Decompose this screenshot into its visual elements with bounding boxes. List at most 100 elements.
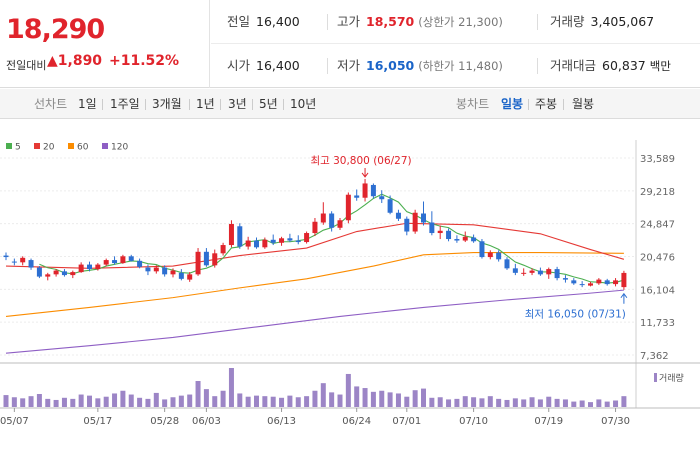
volume-bar [421, 388, 426, 407]
volume-bar [412, 390, 418, 407]
volume-bar [496, 398, 502, 407]
candle-body [370, 184, 376, 197]
candle-body [537, 270, 543, 275]
period-3y[interactable]: 3년 [228, 97, 247, 111]
candle-body [254, 240, 259, 248]
volume-bar [487, 396, 493, 407]
period-1d[interactable]: 1일 [78, 97, 97, 111]
volume-bar [462, 396, 468, 407]
x-tick-label: 07/10 [459, 416, 488, 427]
volume-bar [245, 396, 251, 407]
candle-monthly[interactable]: 월봉 [572, 97, 595, 111]
x-tick-label: 06/24 [342, 416, 371, 427]
candle-body [120, 256, 126, 264]
line-chart-label: 선차트 [34, 97, 68, 111]
volume-bar [437, 397, 443, 407]
candle-body [395, 212, 401, 219]
x-tick-label: 05/28 [150, 416, 179, 427]
volume-bar [203, 389, 209, 407]
volume-bar [362, 388, 368, 407]
volume-bar [11, 397, 17, 407]
volume-bar [254, 395, 259, 407]
volume-bar [70, 398, 76, 407]
volume-bar [429, 397, 435, 407]
volume-bar [554, 398, 560, 407]
volume-bar [387, 392, 393, 407]
candle-body [53, 270, 59, 275]
volume-bar [604, 401, 610, 407]
volume-bar [195, 381, 201, 407]
y-tick-label: 29,218 [640, 187, 675, 198]
volume-bar [28, 396, 34, 407]
period-1w[interactable]: 1주일 [110, 97, 140, 111]
period-1y[interactable]: 1년 [196, 97, 215, 111]
volume-bar [454, 398, 460, 407]
volume-bar [61, 397, 67, 407]
candle-body [320, 213, 326, 223]
volume-bar [228, 368, 234, 407]
volume-bar [571, 401, 577, 407]
volume-bar [546, 396, 552, 407]
candle-body [329, 213, 335, 228]
legend-swatch [34, 143, 40, 149]
info-row-1: 전일 16,400 고가 18,570 (상한가 21,300) 거래량 3,405,0… [211, 0, 700, 44]
candle-body [437, 230, 443, 234]
volume-bar [178, 395, 184, 407]
volume-bar [162, 399, 168, 407]
x-tick-label: 07/30 [601, 416, 630, 427]
candle-body [462, 236, 468, 241]
candle-weekly[interactable]: 주봉 [535, 97, 558, 111]
volume-bar [270, 396, 276, 407]
volume-bar [262, 396, 268, 407]
legend-label: 60 [77, 143, 89, 153]
candle-body [95, 264, 101, 270]
candle-body [496, 252, 502, 260]
volume-bar [579, 400, 585, 407]
candle-body [162, 267, 168, 275]
candle-body [379, 196, 385, 200]
candle-body [387, 199, 393, 213]
legend-label: 20 [43, 143, 55, 153]
volume-bar [446, 399, 452, 407]
volume-bar [512, 398, 518, 407]
candle-body [345, 194, 351, 221]
change-percent: +11.52% [109, 53, 180, 69]
legend-swatch [68, 143, 74, 149]
volume-bar [562, 399, 568, 407]
period-10y[interactable]: 10년 [290, 97, 317, 111]
volume-legend-swatch [654, 373, 657, 382]
candle-body [20, 257, 26, 263]
volume-bar [220, 390, 226, 407]
ma120-line [5, 289, 624, 354]
volume-bar [87, 395, 92, 407]
high-price: 고가 18,570 (상한가 21,300) [337, 14, 503, 29]
candle-daily[interactable]: 일봉 [501, 97, 524, 111]
volume-bar [45, 398, 51, 407]
volume-bar [237, 393, 243, 407]
volume-bar [320, 383, 326, 407]
candle-body [562, 278, 568, 280]
volume-bar [36, 394, 42, 407]
legend-swatch [6, 143, 12, 149]
candle-body [613, 280, 619, 285]
candle-body [596, 279, 602, 284]
candle-body [304, 233, 310, 243]
candle-body [588, 283, 593, 286]
x-tick-label: 07/19 [534, 416, 563, 427]
candle-body [295, 240, 301, 243]
candle-body [178, 272, 184, 279]
candle-body [170, 270, 176, 275]
y-tick-label: 16,104 [640, 285, 675, 296]
info-row-2: 시가 16,400 저가 16,050 (하한가 11,480) 거래대금 60,837… [211, 44, 700, 88]
volume-bar [295, 397, 301, 407]
candle-body [203, 251, 209, 266]
period-5y[interactable]: 5년 [259, 97, 278, 111]
chart-toolbar: 선차트 1일 1주일 3개월 1년 3년 5년 10년 봉차트 일봉 주봉 월봉 [0, 89, 700, 119]
candle-body [446, 230, 452, 240]
volume-bar [212, 396, 218, 407]
candle-body [128, 256, 134, 261]
price-box: 18,290 전일대비 ▲1,890 +11.52% [0, 0, 210, 88]
candle-body [454, 239, 460, 241]
period-3m[interactable]: 3개월 [152, 97, 182, 111]
candle-body [312, 221, 318, 234]
